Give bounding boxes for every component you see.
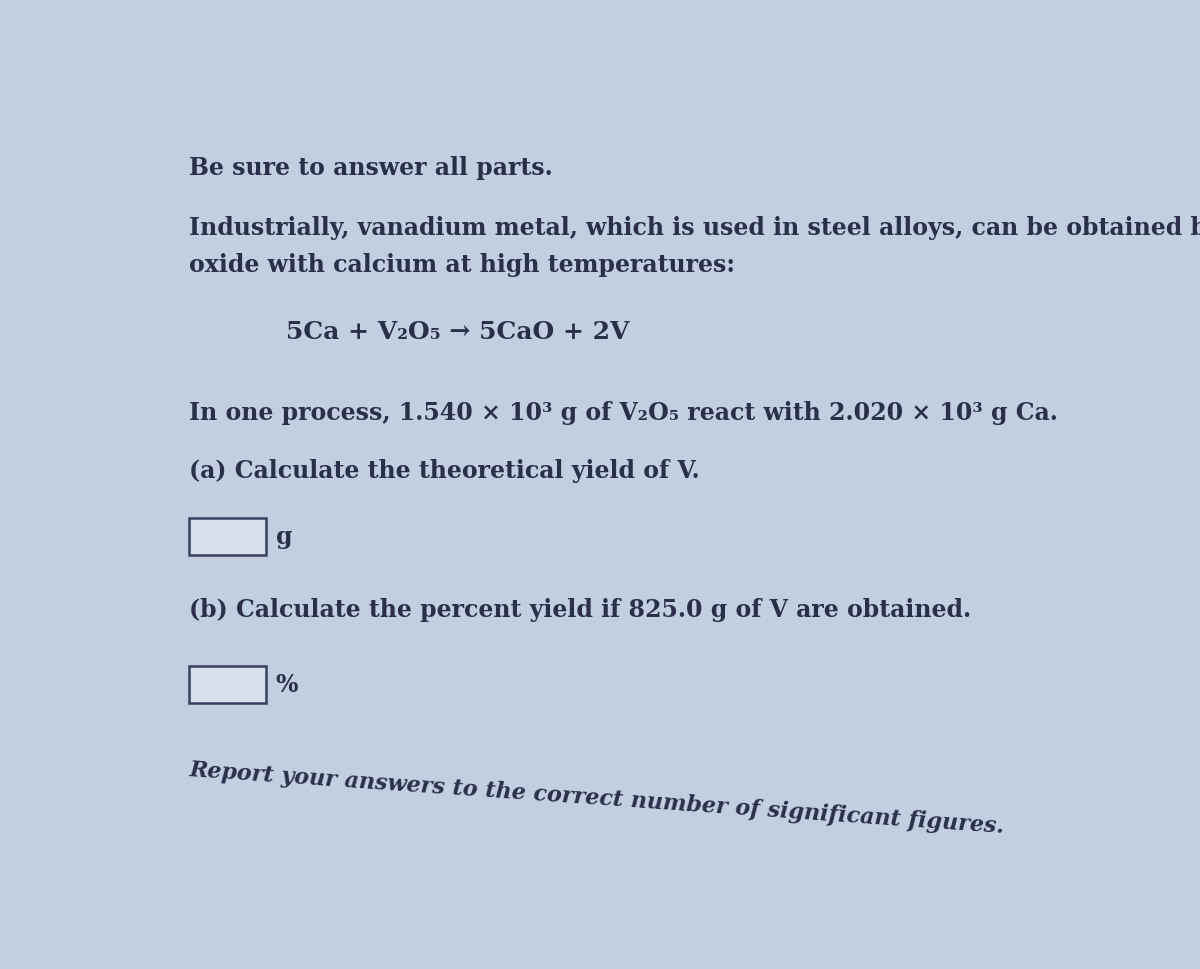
Text: Report your answers to the correct number of significant figures.: Report your answers to the correct numbe… xyxy=(188,760,1006,838)
Bar xyxy=(188,518,266,555)
Text: oxide with calcium at high temperatures:: oxide with calcium at high temperatures: xyxy=(188,253,734,277)
Text: (b) Calculate the percent yield if 825.0 g of V are obtained.: (b) Calculate the percent yield if 825.0… xyxy=(188,598,971,621)
Text: (a) Calculate the theoretical yield of V.: (a) Calculate the theoretical yield of V… xyxy=(188,459,700,483)
Text: In one process, 1.540 × 10³ g of V₂O₅ react with 2.020 × 10³ g Ca.: In one process, 1.540 × 10³ g of V₂O₅ re… xyxy=(188,401,1057,425)
Text: g: g xyxy=(276,524,292,548)
Text: Industrially, vanadium metal, which is used in steel alloys, can be obtained by : Industrially, vanadium metal, which is u… xyxy=(188,216,1200,240)
Text: %: % xyxy=(276,672,298,697)
Text: Be sure to answer all parts.: Be sure to answer all parts. xyxy=(188,156,552,180)
Bar xyxy=(188,666,266,703)
Text: 5Ca + V₂O₅ → 5CaO + 2V: 5Ca + V₂O₅ → 5CaO + 2V xyxy=(286,321,629,344)
